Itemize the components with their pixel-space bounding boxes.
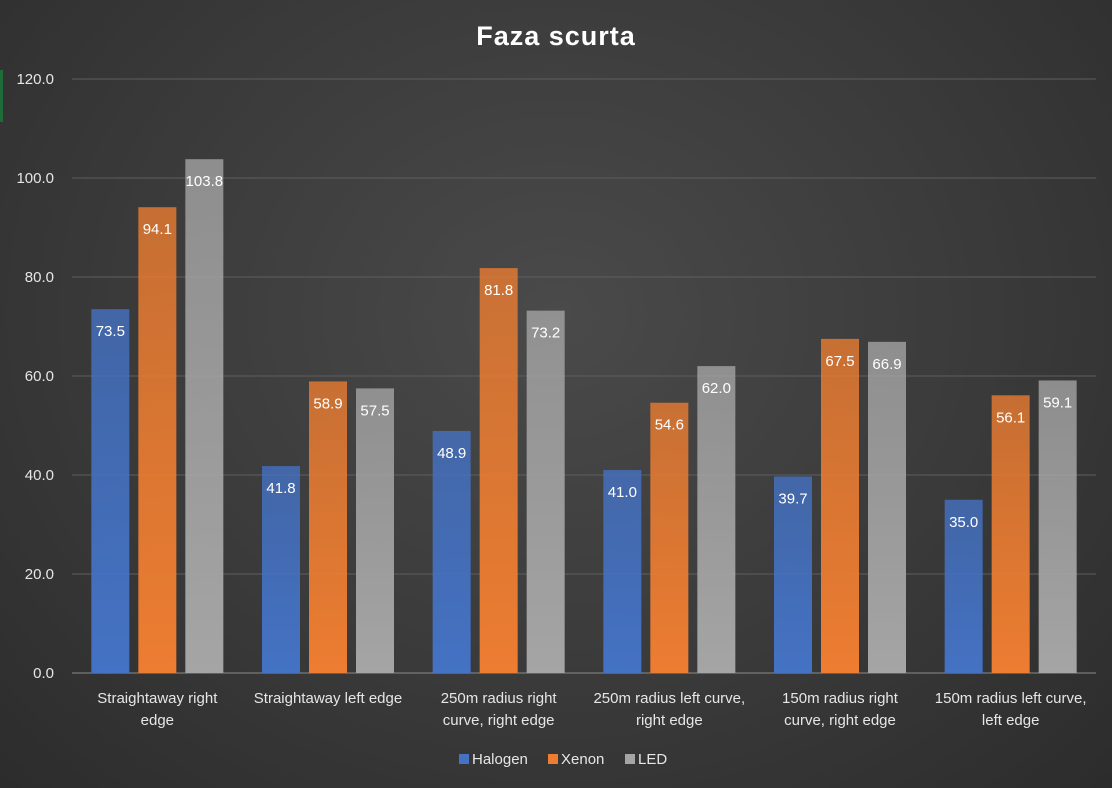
bar-led bbox=[1038, 380, 1077, 673]
bar-xenon bbox=[650, 402, 689, 673]
gridlines bbox=[72, 78, 1096, 674]
x-category-label: 150m radius right bbox=[782, 690, 899, 707]
x-category-label: edge bbox=[141, 712, 174, 729]
bar-led bbox=[697, 366, 736, 673]
data-label: 73.2 bbox=[531, 325, 560, 342]
y-tick-label: 20.0 bbox=[25, 566, 54, 583]
data-label: 66.9 bbox=[872, 356, 901, 373]
data-label: 73.5 bbox=[96, 323, 125, 340]
x-category-label: curve, right edge bbox=[784, 712, 896, 729]
x-category-label: curve, right edge bbox=[443, 712, 555, 729]
data-label: 81.8 bbox=[484, 282, 513, 299]
bar-halogen bbox=[432, 430, 471, 673]
data-label: 58.9 bbox=[313, 395, 342, 412]
x-category-label: left edge bbox=[982, 712, 1040, 729]
chart-title: Faza scurta bbox=[476, 21, 636, 51]
legend-swatch-led bbox=[625, 754, 635, 764]
data-label: 41.8 bbox=[266, 480, 295, 497]
data-label: 39.7 bbox=[778, 490, 807, 507]
bar-led bbox=[185, 159, 224, 673]
window-edge-accent bbox=[0, 70, 3, 122]
data-label: 35.0 bbox=[949, 514, 978, 531]
x-category-label: Straightaway right bbox=[97, 690, 218, 707]
x-category-label: 150m radius left curve, bbox=[935, 690, 1087, 707]
y-tick-label: 40.0 bbox=[25, 467, 54, 484]
data-labels: 73.5 94.1 103.8 41.8 58.9 57.5 48.9 81.8 73.2 41.… bbox=[96, 173, 1073, 531]
data-label: 59.1 bbox=[1043, 394, 1072, 411]
bar-halogen bbox=[944, 499, 983, 673]
x-category-label: 250m radius right bbox=[441, 690, 558, 707]
legend: Halogen Xenon LED bbox=[459, 751, 667, 768]
bar-xenon bbox=[991, 395, 1030, 673]
data-label: 67.5 bbox=[825, 353, 854, 370]
bar-led bbox=[356, 388, 394, 673]
x-category-label: right edge bbox=[636, 712, 703, 729]
x-axis-categories: Straightaway right edge Straightaway left … bbox=[97, 690, 1086, 729]
legend-label-halogen: Halogen bbox=[472, 751, 528, 768]
data-label: 94.1 bbox=[143, 221, 172, 238]
bar-xenon bbox=[821, 338, 859, 673]
bar-led bbox=[526, 310, 565, 673]
legend-label-xenon: Xenon bbox=[561, 751, 604, 768]
legend-swatch-xenon bbox=[548, 754, 558, 764]
data-label: 41.0 bbox=[608, 484, 637, 501]
y-tick-label: 0.0 bbox=[33, 665, 54, 682]
y-tick-label: 100.0 bbox=[16, 170, 54, 187]
data-label: 54.6 bbox=[655, 417, 684, 434]
data-label: 103.8 bbox=[186, 173, 224, 190]
legend-label-led: LED bbox=[638, 751, 667, 768]
legend-swatch-halogen bbox=[459, 754, 469, 764]
bar-halogen bbox=[91, 309, 130, 673]
bar-led bbox=[868, 341, 906, 673]
x-category-label: 250m radius left curve, bbox=[593, 690, 745, 707]
y-tick-label: 60.0 bbox=[25, 368, 54, 385]
bar-halogen bbox=[603, 470, 642, 673]
bar-xenon bbox=[309, 381, 347, 673]
data-label: 56.1 bbox=[996, 409, 1025, 426]
bar-xenon bbox=[479, 268, 518, 673]
y-tick-label: 120.0 bbox=[16, 71, 54, 88]
x-category-label: Straightaway left edge bbox=[254, 690, 402, 707]
y-axis-ticks: 0.0 20.0 40.0 60.0 80.0 100.0 120.0 bbox=[16, 71, 54, 682]
y-tick-label: 80.0 bbox=[25, 269, 54, 286]
data-label: 57.5 bbox=[360, 402, 389, 419]
bar-xenon bbox=[138, 207, 177, 673]
bars bbox=[91, 159, 1077, 673]
bar-halogen bbox=[262, 466, 300, 673]
data-label: 48.9 bbox=[437, 445, 466, 462]
bar-halogen bbox=[774, 476, 812, 673]
data-label: 62.0 bbox=[702, 380, 731, 397]
